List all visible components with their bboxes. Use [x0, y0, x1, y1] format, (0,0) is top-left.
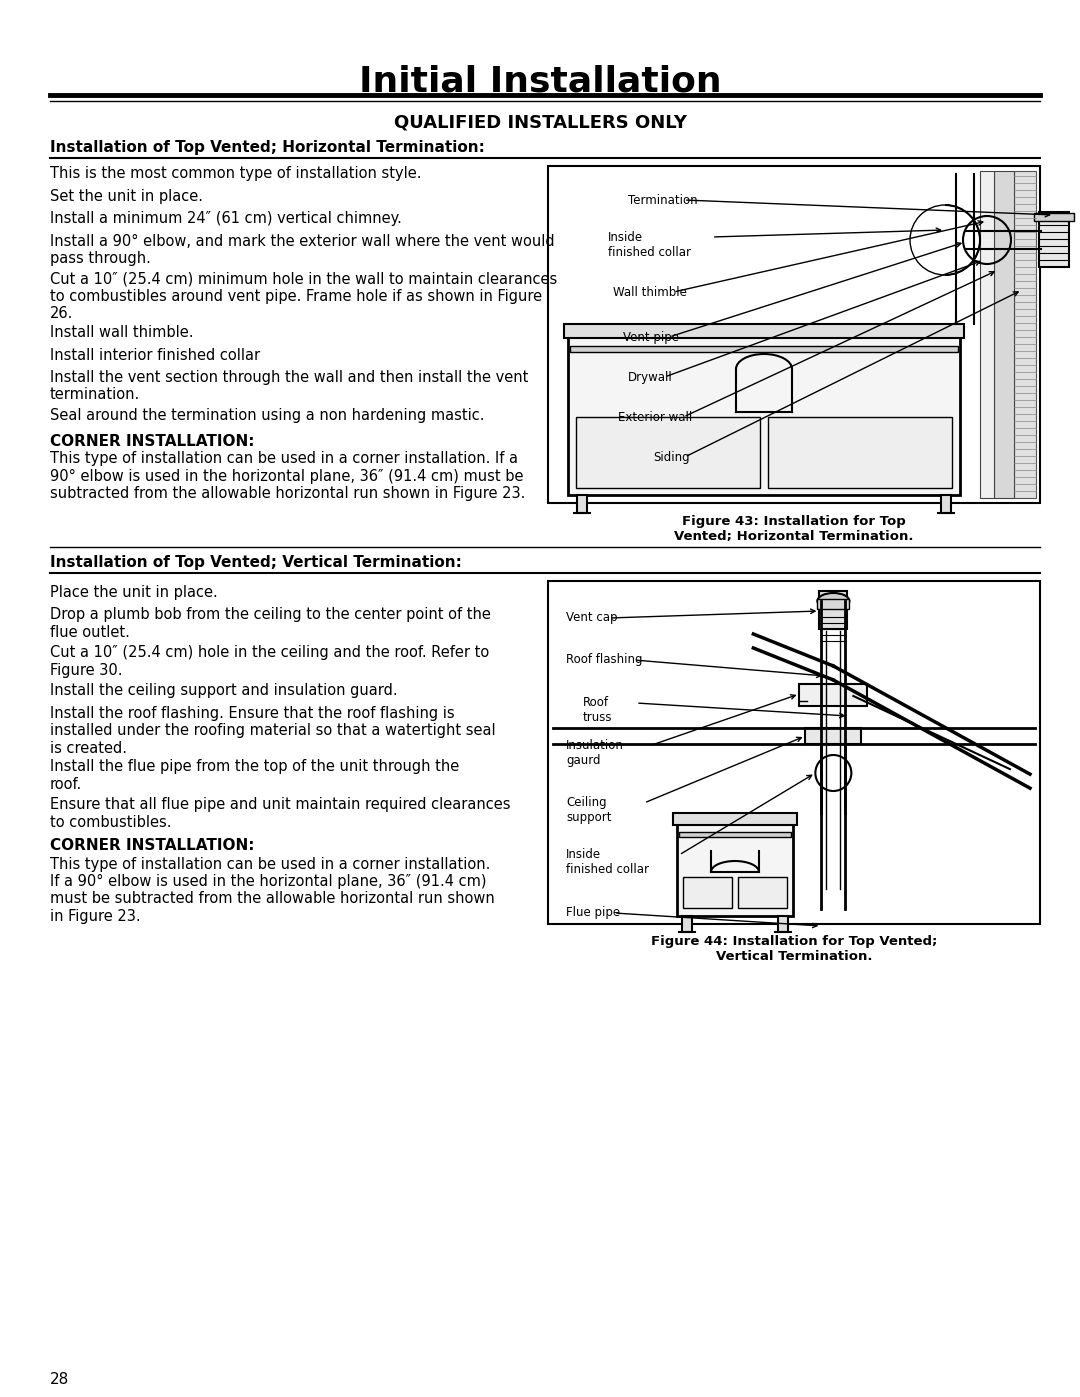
Text: Cut a 10″ (25.4 cm) minimum hole in the wall to maintain clearances
to combustib: Cut a 10″ (25.4 cm) minimum hole in the …	[50, 271, 557, 321]
Text: Drywall: Drywall	[627, 372, 673, 384]
Ellipse shape	[818, 592, 849, 609]
Bar	[778, 915, 788, 932]
Text: Roof
truss: Roof truss	[583, 696, 612, 724]
Text: Figure 44: Installation for Top Vented;
Vertical Termination.: Figure 44: Installation for Top Vented; …	[651, 936, 937, 964]
Bar	[679, 833, 791, 837]
Text: Drop a plumb bob from the ceiling to the center point of the
flue outlet.: Drop a plumb bob from the ceiling to the…	[50, 608, 491, 640]
Text: Cut a 10″ (25.4 cm) hole in the ceiling and the roof. Refer to
Figure 30.: Cut a 10″ (25.4 cm) hole in the ceiling …	[50, 645, 489, 678]
Text: Install interior finished collar: Install interior finished collar	[50, 348, 260, 362]
Bar	[548, 581, 1040, 923]
Text: CORNER INSTALLATION:: CORNER INSTALLATION:	[50, 838, 255, 854]
Text: This type of installation can be used in a corner installation. If a
90° elbow i: This type of installation can be used in…	[50, 451, 525, 502]
Bar	[1014, 170, 1036, 497]
Bar	[820, 591, 848, 629]
Bar	[1034, 212, 1074, 221]
Text: Install the roof flashing. Ensure that the roof flashing is
installed under the : Install the roof flashing. Ensure that t…	[50, 705, 496, 756]
Text: Vent pipe: Vent pipe	[623, 331, 679, 344]
Text: Ensure that all flue pipe and unit maintain required clearances
to combustibles.: Ensure that all flue pipe and unit maint…	[50, 798, 511, 830]
Text: Exterior wall: Exterior wall	[618, 411, 692, 425]
Text: Installation of Top Vented; Vertical Termination:: Installation of Top Vented; Vertical Ter…	[50, 555, 462, 570]
Bar	[806, 728, 862, 745]
Text: Roof flashing: Roof flashing	[566, 652, 643, 666]
Bar	[570, 346, 958, 352]
Text: 28: 28	[50, 1372, 69, 1387]
Text: Install the ceiling support and insulation guard.: Install the ceiling support and insulati…	[50, 683, 397, 698]
Text: Wall thimble: Wall thimble	[613, 286, 687, 299]
Bar	[1039, 212, 1069, 267]
Text: Figure 43: Installation for Top
Vented; Horizontal Termination.: Figure 43: Installation for Top Vented; …	[674, 515, 914, 543]
Text: Vent cap: Vent cap	[566, 610, 618, 624]
Bar	[548, 166, 1040, 503]
Text: Flue pipe: Flue pipe	[566, 907, 620, 919]
Bar	[738, 877, 787, 908]
Text: QUALIFIED INSTALLERS ONLY: QUALIFIED INSTALLERS ONLY	[393, 113, 687, 131]
Bar	[673, 813, 797, 826]
Text: Install a 90° elbow, and mark the exterior wall where the vent would
pass throug: Install a 90° elbow, and mark the exteri…	[50, 233, 555, 265]
Bar	[576, 416, 760, 488]
Text: This type of installation can be used in a corner installation.
If a 90° elbow i: This type of installation can be used in…	[50, 856, 495, 923]
Bar	[994, 170, 1014, 497]
Bar	[980, 170, 994, 497]
Bar	[564, 324, 964, 338]
Bar	[768, 416, 951, 488]
Text: Siding: Siding	[653, 451, 690, 464]
Text: Termination: Termination	[627, 194, 698, 207]
Text: Install a minimum 24″ (61 cm) vertical chimney.: Install a minimum 24″ (61 cm) vertical c…	[50, 211, 402, 226]
Text: Inside
finished collar: Inside finished collar	[608, 231, 691, 258]
Text: Inside
finished collar: Inside finished collar	[566, 848, 649, 876]
Bar	[681, 915, 692, 932]
Text: Installation of Top Vented; Horizontal Termination:: Installation of Top Vented; Horizontal T…	[50, 140, 485, 155]
Bar	[941, 495, 951, 513]
Text: Insulation
gaurd: Insulation gaurd	[566, 739, 624, 767]
Text: CORNER INSTALLATION:: CORNER INSTALLATION:	[50, 433, 255, 448]
Text: Place the unit in place.: Place the unit in place.	[50, 585, 218, 599]
Text: Seal around the termination using a non hardening mastic.: Seal around the termination using a non …	[50, 408, 485, 423]
Bar	[568, 324, 960, 495]
Text: Install the flue pipe from the top of the unit through the
roof.: Install the flue pipe from the top of th…	[50, 760, 459, 792]
Bar	[683, 877, 732, 908]
Bar	[799, 685, 867, 705]
Bar	[677, 813, 793, 915]
Text: This is the most common type of installation style.: This is the most common type of installa…	[50, 166, 421, 182]
Text: Ceiling
support: Ceiling support	[566, 796, 611, 824]
Text: Install wall thimble.: Install wall thimble.	[50, 326, 193, 339]
Text: Initial Installation: Initial Installation	[359, 66, 721, 99]
Text: Install the vent section through the wall and then install the vent
termination.: Install the vent section through the wal…	[50, 370, 528, 402]
Text: Set the unit in place.: Set the unit in place.	[50, 189, 203, 204]
Bar	[577, 495, 588, 513]
Bar	[818, 599, 849, 609]
